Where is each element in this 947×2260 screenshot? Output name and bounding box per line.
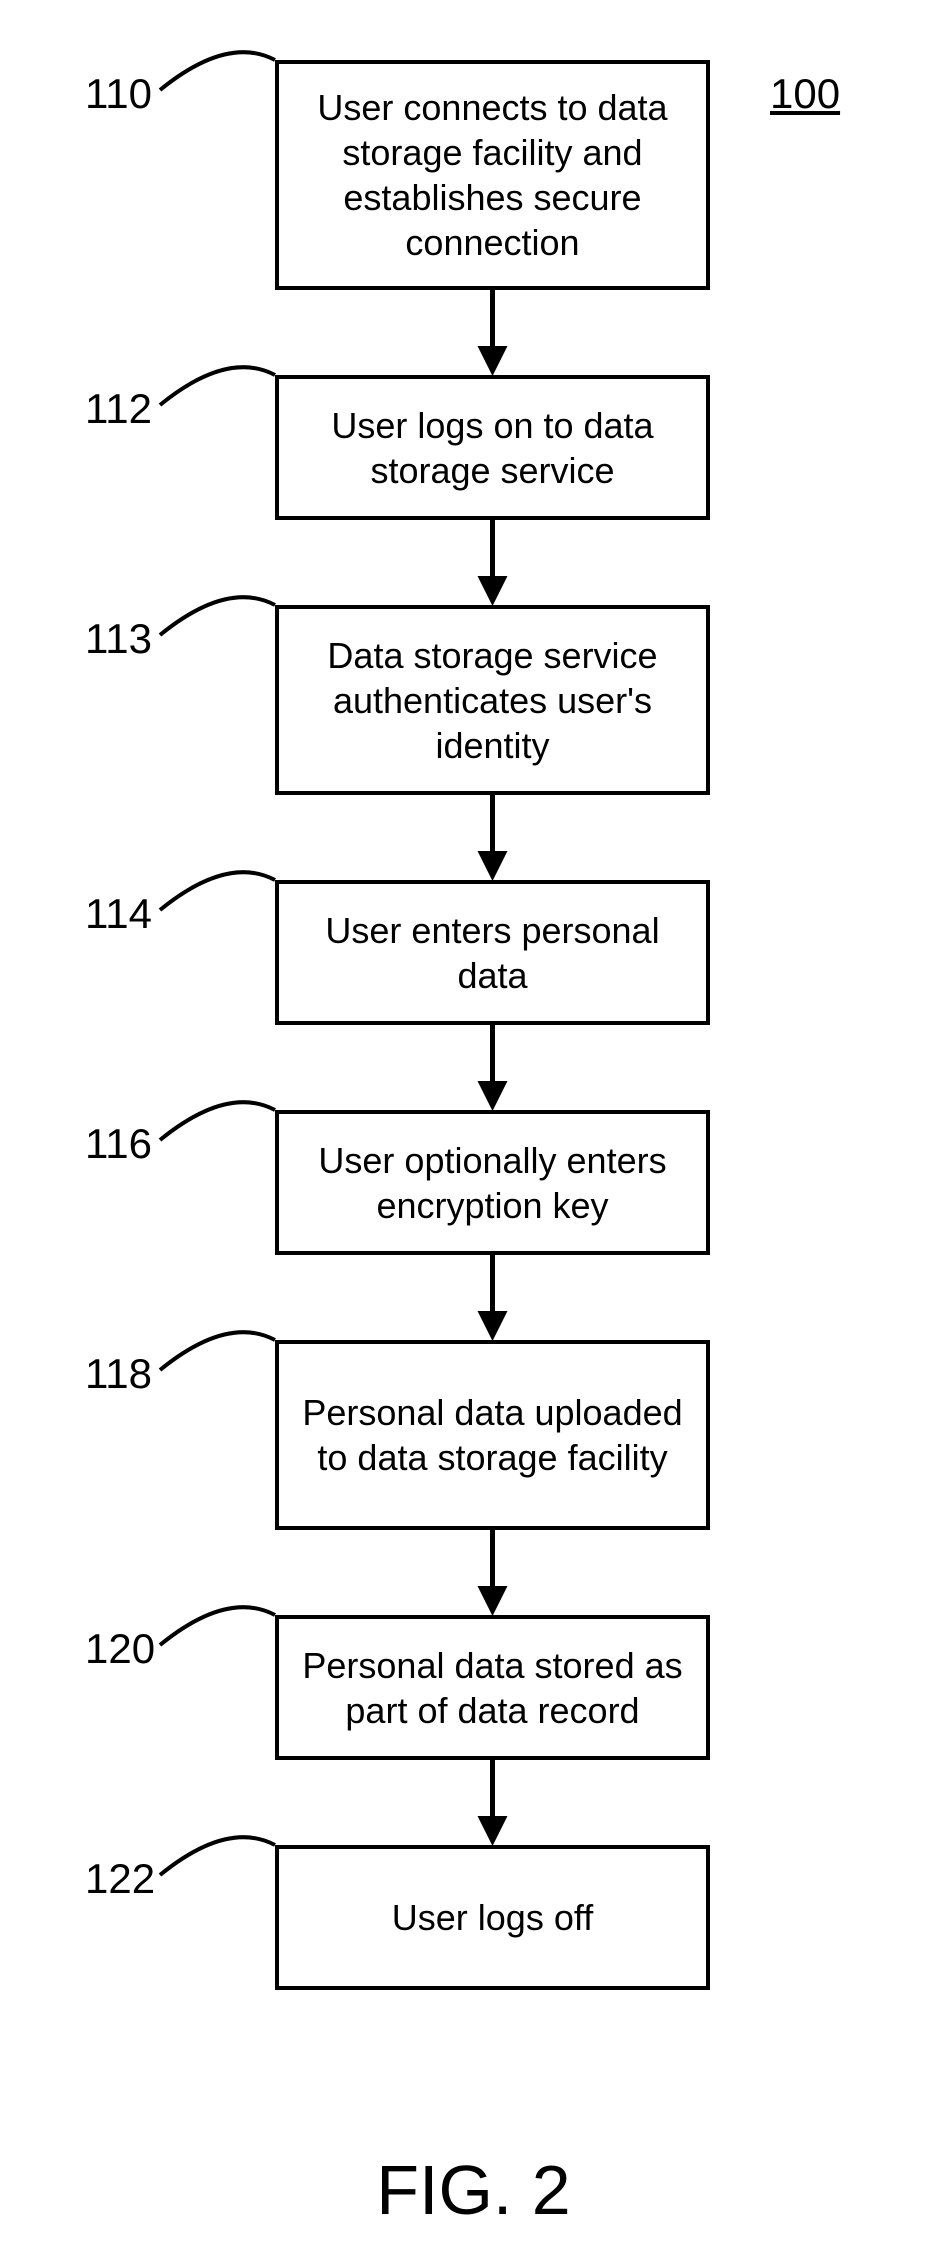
flowchart-step: User logs on to data storage service — [275, 375, 710, 520]
step-ref-label: 113 — [85, 615, 152, 663]
step-text: User logs off — [392, 1895, 593, 1940]
flowchart-step: Personal data uploaded to data storage f… — [275, 1340, 710, 1530]
step-text: Personal data stored as part of data rec… — [293, 1643, 692, 1733]
step-text: Personal data uploaded to data storage f… — [293, 1390, 692, 1480]
flowchart-canvas: 100 FIG. 2 User connects to data storage… — [0, 0, 947, 2260]
step-ref-label: 120 — [85, 1625, 155, 1673]
step-text: User connects to data storage facility a… — [293, 85, 692, 265]
flowchart-step: User enters personal data — [275, 880, 710, 1025]
step-text: User optionally enters encryption key — [293, 1138, 692, 1228]
figure-title: FIG. 2 — [0, 2150, 947, 2230]
flowchart-step: Personal data stored as part of data rec… — [275, 1615, 710, 1760]
step-ref-label: 110 — [85, 70, 152, 118]
step-ref-label: 116 — [85, 1120, 152, 1168]
step-ref-label: 122 — [85, 1855, 155, 1903]
step-ref-label: 118 — [85, 1350, 152, 1398]
step-text: User enters personal data — [293, 908, 692, 998]
step-text: Data storage service authenticates user'… — [293, 633, 692, 768]
flowchart-step: User connects to data storage facility a… — [275, 60, 710, 290]
flowchart-step: User logs off — [275, 1845, 710, 1990]
flowchart-step: Data storage service authenticates user'… — [275, 605, 710, 795]
flowchart-step: User optionally enters encryption key — [275, 1110, 710, 1255]
step-text: User logs on to data storage service — [293, 403, 692, 493]
step-ref-label: 114 — [85, 890, 152, 938]
figure-number: 100 — [770, 70, 840, 118]
step-ref-label: 112 — [85, 385, 152, 433]
